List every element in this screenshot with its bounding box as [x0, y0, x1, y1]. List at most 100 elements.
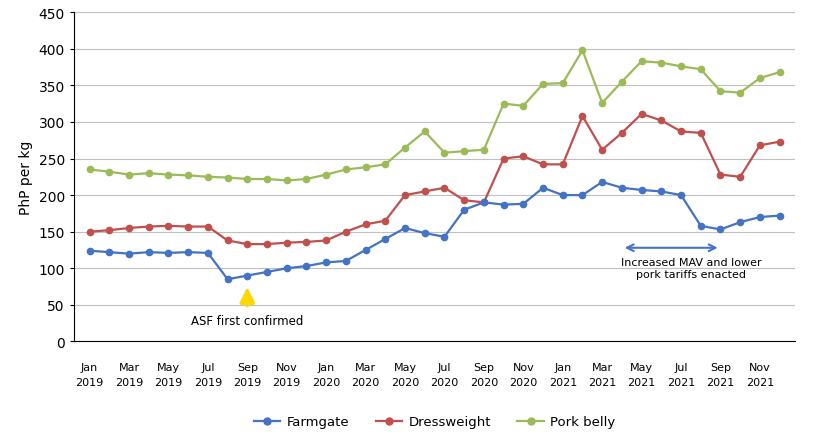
- Farmgate: [518, 202, 527, 207]
- Pork belly: [202, 175, 212, 180]
- Dressweight: [124, 226, 133, 231]
- Dressweight: [163, 224, 173, 229]
- Dressweight: [537, 162, 547, 168]
- Pork belly: [419, 130, 429, 135]
- Pork belly: [321, 173, 331, 178]
- Pork belly: [557, 81, 567, 87]
- Text: Nov: Nov: [512, 362, 533, 372]
- Pork belly: [754, 76, 764, 81]
- Dressweight: [459, 198, 468, 203]
- Text: 2020: 2020: [469, 377, 497, 387]
- Farmgate: [360, 248, 370, 253]
- Dressweight: [478, 200, 488, 205]
- Text: 2019: 2019: [193, 377, 222, 387]
- Dressweight: [518, 154, 527, 159]
- Text: 2019: 2019: [75, 377, 103, 387]
- Farmgate: [695, 224, 705, 229]
- Text: 2019: 2019: [272, 377, 301, 387]
- Dressweight: [419, 189, 429, 194]
- Farmgate: [478, 200, 488, 205]
- Pork belly: [223, 176, 233, 181]
- Farmgate: [676, 193, 686, 198]
- Text: 2019: 2019: [115, 377, 143, 387]
- Dressweight: [715, 173, 725, 178]
- Text: Increased MAV and lower
pork tariffs enacted: Increased MAV and lower pork tariffs ena…: [620, 258, 760, 279]
- Dressweight: [202, 224, 212, 230]
- Text: 2021: 2021: [705, 377, 734, 387]
- Legend: Farmgate, Dressweight, Pork belly: Farmgate, Dressweight, Pork belly: [248, 410, 620, 434]
- Text: 2020: 2020: [430, 377, 458, 387]
- Farmgate: [616, 186, 626, 191]
- Dressweight: [282, 240, 292, 246]
- Farmgate: [774, 213, 784, 219]
- Dressweight: [84, 230, 94, 235]
- Farmgate: [301, 264, 311, 269]
- Pork belly: [616, 80, 626, 85]
- Text: Mar: Mar: [355, 362, 376, 372]
- Text: Jul: Jul: [201, 362, 215, 372]
- Pork belly: [518, 104, 527, 109]
- Farmgate: [577, 193, 586, 198]
- Dressweight: [104, 228, 114, 233]
- Text: Sep: Sep: [473, 362, 494, 372]
- Pork belly: [656, 61, 666, 66]
- Pork belly: [636, 60, 645, 65]
- Dressweight: [676, 130, 686, 135]
- Text: ASF first confirmed: ASF first confirmed: [191, 314, 303, 327]
- Farmgate: [183, 250, 192, 255]
- Pork belly: [774, 71, 784, 76]
- Farmgate: [636, 188, 645, 193]
- Dressweight: [321, 238, 331, 244]
- Farmgate: [498, 202, 508, 208]
- Pork belly: [498, 102, 508, 107]
- Farmgate: [104, 250, 114, 255]
- Text: Jan: Jan: [554, 362, 571, 372]
- Dressweight: [616, 131, 626, 136]
- Dressweight: [183, 224, 192, 230]
- Text: Sep: Sep: [237, 362, 257, 372]
- Farmgate: [321, 260, 331, 265]
- Text: 2019: 2019: [154, 377, 183, 387]
- Text: Nov: Nov: [275, 362, 297, 372]
- Pork belly: [478, 148, 488, 153]
- Dressweight: [656, 119, 666, 124]
- Farmgate: [242, 273, 252, 279]
- Farmgate: [557, 193, 567, 198]
- Pork belly: [577, 49, 586, 54]
- Farmgate: [735, 220, 744, 225]
- Pork belly: [735, 91, 744, 96]
- Dressweight: [143, 224, 153, 230]
- Farmgate: [596, 180, 606, 185]
- Pork belly: [124, 173, 133, 178]
- Dressweight: [557, 162, 567, 168]
- Pork belly: [676, 64, 686, 70]
- Farmgate: [143, 250, 153, 255]
- Dressweight: [400, 193, 410, 198]
- Farmgate: [439, 235, 449, 240]
- Text: Sep: Sep: [709, 362, 730, 372]
- Pork belly: [596, 101, 606, 106]
- Farmgate: [84, 248, 94, 254]
- Dressweight: [439, 186, 449, 191]
- Pork belly: [301, 177, 311, 182]
- Text: Jan: Jan: [81, 362, 98, 372]
- Text: May: May: [629, 362, 653, 372]
- Farmgate: [459, 208, 468, 213]
- Farmgate: [400, 226, 410, 231]
- Text: 2020: 2020: [312, 377, 340, 387]
- Farmgate: [223, 277, 233, 282]
- Farmgate: [715, 227, 725, 233]
- Pork belly: [537, 82, 547, 87]
- Text: 2021: 2021: [587, 377, 616, 387]
- Farmgate: [537, 186, 547, 191]
- Pork belly: [84, 167, 94, 173]
- Text: 2020: 2020: [391, 377, 419, 387]
- Farmgate: [262, 270, 272, 275]
- Pork belly: [380, 162, 390, 168]
- Line: Dressweight: Dressweight: [86, 112, 782, 247]
- Pork belly: [183, 173, 192, 179]
- Farmgate: [202, 251, 212, 256]
- Pork belly: [143, 171, 153, 177]
- Pork belly: [459, 149, 468, 155]
- Farmgate: [124, 251, 133, 257]
